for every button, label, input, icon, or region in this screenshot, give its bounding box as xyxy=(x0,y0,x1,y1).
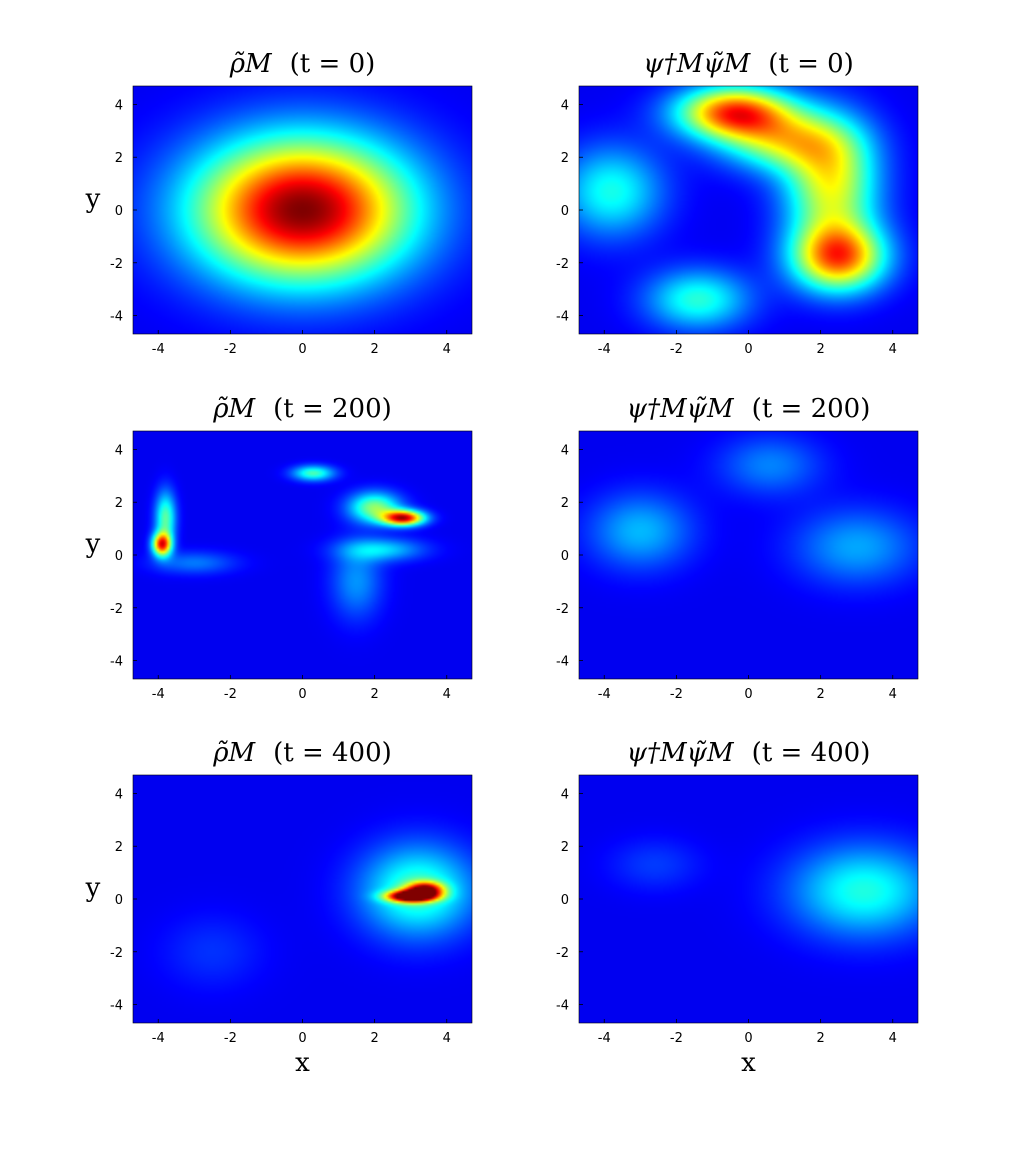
y-tick-label: 4 xyxy=(561,98,569,113)
panel-title: ρ̃M (t = 0) xyxy=(229,49,376,79)
panel-title-time: (t = 200) xyxy=(273,394,392,424)
heatmap-psi_t400 xyxy=(579,775,918,1023)
y-tick-label: 2 xyxy=(561,496,569,511)
y-tick-label: 4 xyxy=(561,443,569,458)
x-tick-label: 0 xyxy=(744,342,752,357)
x-tick-label: -4 xyxy=(152,1031,165,1046)
panel-title: ψ†Mψ̃M (t = 0) xyxy=(643,49,854,79)
panel-title: ρ̃M (t = 200) xyxy=(212,394,392,424)
x-tick-label: 2 xyxy=(816,687,824,702)
x-tick-label: 0 xyxy=(298,687,306,702)
x-tick-label: 2 xyxy=(816,1031,824,1046)
y-tick-label: 2 xyxy=(115,151,123,166)
panel-title-time: (t = 400) xyxy=(273,738,392,768)
panel-rho_t200: -4 -2 0 2 4 4 2 0 -2 -4 ρ̃M (t = 200) y xyxy=(85,394,473,702)
y-tick-label: -2 xyxy=(110,602,123,617)
y-tick-label: 0 xyxy=(561,204,569,219)
x-tick-label: 4 xyxy=(889,687,897,702)
x-tick-label: 0 xyxy=(298,1031,306,1046)
y-axis-label: y xyxy=(85,873,101,903)
x-tick-label: -2 xyxy=(670,342,683,357)
heatmap-psi_t0 xyxy=(579,86,918,334)
heatmap-rho_t0 xyxy=(133,86,472,334)
panel-rho_t0: -4 -2 0 2 4 4 2 0 -2 -4 ρ̃M (t = 0) y xyxy=(85,49,473,357)
y-tick-label: 4 xyxy=(115,787,123,802)
x-tick-label: -2 xyxy=(224,687,237,702)
x-tick-label: 4 xyxy=(889,342,897,357)
y-tick-label: 2 xyxy=(561,840,569,855)
y-tick-label: -4 xyxy=(556,655,569,670)
y-tick-label: -2 xyxy=(556,946,569,961)
panel-title-variable: ρ̃M xyxy=(229,49,273,79)
x-tick-label: 4 xyxy=(889,1031,897,1046)
y-tick-label: -4 xyxy=(556,999,569,1014)
y-tick-label: -4 xyxy=(110,310,123,325)
panel-psi_t400: -4 -2 0 2 4 4 2 0 -2 -4 ψ†Mψ̃M (t = 400) x xyxy=(556,738,919,1078)
x-tick-label: -4 xyxy=(152,687,165,702)
panel-title-variable: ψ†Mψ̃M xyxy=(627,394,735,424)
panel-title: ρ̃M (t = 400) xyxy=(212,738,392,768)
panel-psi_t200: -4 -2 0 2 4 4 2 0 -2 -4 ψ†Mψ̃M (t = 200) xyxy=(556,394,919,702)
y-axis-label: y xyxy=(85,184,101,214)
x-tick-label: -2 xyxy=(670,687,683,702)
y-tick-label: -2 xyxy=(556,257,569,272)
y-tick-label: -2 xyxy=(110,946,123,961)
y-tick-label: 0 xyxy=(115,549,123,564)
panel-title-variable: ρ̃M xyxy=(212,394,256,424)
panel-title-variable: ρ̃M xyxy=(212,738,256,768)
y-tick-label: 2 xyxy=(115,840,123,855)
x-tick-label: 4 xyxy=(443,342,451,357)
x-axis-label: x xyxy=(741,1048,756,1078)
panel-title-variable: ψ†Mψ̃M xyxy=(627,738,735,768)
heatmap-psi_t200 xyxy=(579,431,918,679)
x-tick-label: 0 xyxy=(298,342,306,357)
x-tick-label: -4 xyxy=(598,687,611,702)
y-tick-label: 0 xyxy=(561,893,569,908)
y-tick-label: -2 xyxy=(110,257,123,272)
y-tick-label: 4 xyxy=(115,98,123,113)
x-tick-label: -2 xyxy=(670,1031,683,1046)
panel-title-time: (t = 0) xyxy=(768,49,854,79)
x-tick-label: 2 xyxy=(816,342,824,357)
x-tick-label: 4 xyxy=(443,1031,451,1046)
y-tick-label: 2 xyxy=(115,496,123,511)
x-tick-label: -2 xyxy=(224,1031,237,1046)
y-axis-label: y xyxy=(85,529,101,559)
panel-title-time: (t = 0) xyxy=(290,49,376,79)
x-tick-label: -4 xyxy=(598,1031,611,1046)
y-tick-label: 0 xyxy=(115,893,123,908)
x-axis-label: x xyxy=(295,1048,310,1078)
y-tick-label: -4 xyxy=(556,310,569,325)
x-tick-label: -4 xyxy=(598,342,611,357)
panel-rho_t400: -4 -2 0 2 4 4 2 0 -2 -4 ρ̃M (t = 400) y x xyxy=(85,738,473,1078)
y-tick-label: 0 xyxy=(115,204,123,219)
y-tick-label: -2 xyxy=(556,602,569,617)
x-tick-label: 0 xyxy=(744,1031,752,1046)
heatmap-rho_t200 xyxy=(133,431,472,679)
panel-title: ψ†Mψ̃M (t = 400) xyxy=(627,738,871,768)
panels: -4 -2 0 2 4 4 2 0 -2 -4 ρ̃M (t = 0) y -4 -2 0 2 4 4 2 0 -2 -4 ψ… xyxy=(85,49,919,1078)
y-tick-label: -4 xyxy=(110,999,123,1014)
panel-psi_t0: -4 -2 0 2 4 4 2 0 -2 -4 ψ†Mψ̃M (t = 0) xyxy=(556,49,919,357)
y-tick-label: 4 xyxy=(561,787,569,802)
panel-title-variable: ψ†Mψ̃M xyxy=(643,49,751,79)
x-tick-label: 2 xyxy=(370,1031,378,1046)
x-tick-label: -4 xyxy=(152,342,165,357)
panel-title-time: (t = 400) xyxy=(752,738,871,768)
panel-title-time: (t = 200) xyxy=(752,394,871,424)
y-tick-label: 4 xyxy=(115,443,123,458)
heatmap-rho_t400 xyxy=(133,775,472,1023)
x-tick-label: -2 xyxy=(224,342,237,357)
y-tick-label: 2 xyxy=(561,151,569,166)
y-tick-label: 0 xyxy=(561,549,569,564)
y-tick-label: -4 xyxy=(110,655,123,670)
x-tick-label: 2 xyxy=(370,342,378,357)
x-tick-label: 4 xyxy=(443,687,451,702)
panel-title: ψ†Mψ̃M (t = 200) xyxy=(627,394,871,424)
x-tick-label: 0 xyxy=(744,687,752,702)
x-tick-label: 2 xyxy=(370,687,378,702)
